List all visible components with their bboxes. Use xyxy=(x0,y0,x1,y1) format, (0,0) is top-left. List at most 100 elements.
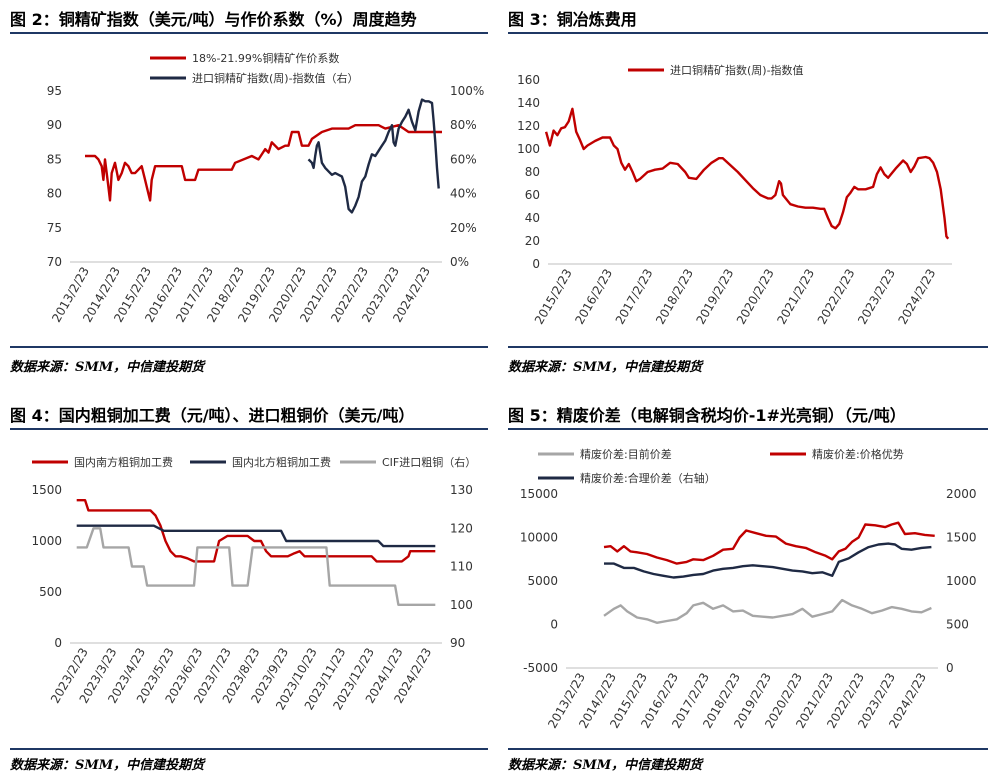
legend-label: 国内南方粗铜加工费 xyxy=(74,455,173,469)
y-tick-label: 75 xyxy=(47,221,62,235)
series-line-1 xyxy=(76,499,436,563)
y-tick-label: -5000 xyxy=(523,661,558,675)
y-tick-label: 0 xyxy=(550,618,558,632)
legend-label: 进口铜精矿指数(周)-指数值（右） xyxy=(192,71,359,85)
chart-2-svg: 0204060801001201401602015/2/232016/2/232… xyxy=(517,63,952,327)
legend-label: 精废价差:目前价差 xyxy=(580,447,672,461)
y2-tick-label: 60% xyxy=(450,152,477,166)
y2-tick-label: 100% xyxy=(450,84,484,98)
x-tick-label: 2017/2/23 xyxy=(613,267,656,327)
legend-item-1: 18%-21.99%铜精矿作价系数 xyxy=(150,51,339,65)
legend-label: 精废价差:价格优势 xyxy=(812,447,904,461)
y-tick-label: 20 xyxy=(525,234,540,248)
series-line-1 xyxy=(544,107,950,240)
legend-item-1: 进口铜精矿指数(周)-指数值 xyxy=(628,63,804,77)
series-line-2 xyxy=(76,524,436,548)
legend-item-1: 国内南方粗铜加工费 xyxy=(32,455,173,469)
chart-4-title: 图 5：精废价差（电解铜含税均价-1#光亮铜）（元/吨） xyxy=(508,406,906,425)
y-tick-label: 500 xyxy=(39,585,62,599)
y2-tick-label: 80% xyxy=(450,118,477,132)
y-tick-label: 80 xyxy=(47,187,62,201)
chart-3-svg: 050010001500901001101201302023/2/232023/… xyxy=(31,455,476,712)
legend-item-2: 精废价差:价格优势 xyxy=(770,447,904,461)
x-tick-label: 2015/2/23 xyxy=(532,267,575,327)
y2-tick-label: 20% xyxy=(450,221,477,235)
series-line-1 xyxy=(603,598,932,624)
source-rule xyxy=(508,748,988,750)
chart-2-title: 图 3：铜冶炼费用 xyxy=(508,10,637,29)
source-rule xyxy=(508,346,988,348)
chart-3-title: 图 4：国内粗铜加工费（元/吨）、进口粗铜价（美元/吨） xyxy=(10,406,415,425)
legend-label: CIF进口粗铜（右） xyxy=(382,455,476,469)
chart-2-source: 数据来源：SMM，中信建投期货 xyxy=(508,360,703,375)
y-tick-label: 95 xyxy=(47,84,62,98)
y-tick-label: 90 xyxy=(47,118,62,132)
series-line-2 xyxy=(307,98,440,214)
y-tick-label: 120 xyxy=(517,119,540,133)
chart-3-source: 数据来源：SMM，中信建投期货 xyxy=(10,758,205,773)
y2-tick-label: 2000 xyxy=(946,487,977,501)
y-tick-label: 140 xyxy=(517,96,540,110)
y-tick-label: 60 xyxy=(525,188,540,202)
chart-1-title: 图 2：铜精矿指数（美元/吨）与作价系数（%）周度趋势 xyxy=(10,10,417,29)
x-tick-label: 2022/2/23 xyxy=(815,267,858,327)
y-tick-label: 1000 xyxy=(31,534,62,548)
y-tick-label: 100 xyxy=(517,142,540,156)
y-tick-label: 40 xyxy=(525,211,540,225)
chart-panel-3: 图 4：国内粗铜加工费（元/吨）、进口粗铜价（美元/吨） 0 500 1000 150… xyxy=(10,392,488,780)
chart-panel-1: 图 2：铜精矿指数（美元/吨）与作价系数（%）周度趋势 70 75 80 85 90 95… xyxy=(10,0,488,380)
x-tick-label: 2023/2/23 xyxy=(855,267,898,327)
chart-panel-2: 图 3：铜冶炼费用 0 20 40 60 80 100 120 140 160 2015/2/23… xyxy=(508,0,988,380)
chart-4-source: 数据来源：SMM，中信建投期货 xyxy=(508,758,703,773)
legend-item-2: 国内北方粗铜加工费 xyxy=(190,455,331,469)
x-tick-label: 2021/2/23 xyxy=(774,267,817,327)
y2-tick-label: 100 xyxy=(450,598,473,612)
y-tick-label: 5000 xyxy=(527,574,558,588)
y2-tick-label: 0% xyxy=(450,255,469,269)
y2-tick-label: 110 xyxy=(450,560,473,574)
x-tick-label: 2020/2/23 xyxy=(734,267,777,327)
legend-label: 国内北方粗铜加工费 xyxy=(232,455,331,469)
legend-item-2: 进口铜精矿指数(周)-指数值（右） xyxy=(150,71,359,85)
y-tick-label: 10000 xyxy=(520,531,558,545)
series-line-1 xyxy=(85,124,442,202)
x-tick-label: 2024/2/23 xyxy=(896,267,939,327)
x-tick-label: 2019/2/23 xyxy=(694,267,737,327)
y2-tick-label: 1000 xyxy=(946,574,977,588)
title-rule xyxy=(10,428,488,430)
legend-label: 进口铜精矿指数(周)-指数值 xyxy=(670,63,804,77)
y-tick-label: 80 xyxy=(525,165,540,179)
y2-tick-label: 120 xyxy=(450,521,473,535)
legend-item-3: CIF进口粗铜（右） xyxy=(340,455,476,469)
x-tick-label: 2016/2/23 xyxy=(572,267,615,327)
y2-tick-label: 1500 xyxy=(946,531,977,545)
title-rule xyxy=(508,32,988,34)
source-rule xyxy=(10,748,488,750)
y-tick-label: 15000 xyxy=(520,487,558,501)
y-tick-label: 1500 xyxy=(31,483,62,497)
legend-label: 18%-21.99%铜精矿作价系数 xyxy=(192,51,339,65)
y-tick-label: 70 xyxy=(47,255,62,269)
legend-item-3: 精废价差:合理价差（右轴） xyxy=(538,471,716,485)
chart-4-svg: -500005000100001500005001000150020002013… xyxy=(520,447,977,731)
y-tick-label: 0 xyxy=(54,636,62,650)
y-tick-label: 0 xyxy=(532,257,540,271)
series-line-2 xyxy=(603,521,935,565)
chart-panel-4: 图 5：精废价差（电解铜含税均价-1#光亮铜）（元/吨） -5000 0 5000 1… xyxy=(508,392,988,780)
x-tick-label: 2018/2/23 xyxy=(653,267,696,327)
chart-1-svg: 7075808590950%20%40%60%80%100%2013/2/232… xyxy=(47,51,485,325)
source-rule xyxy=(10,346,488,348)
y2-tick-label: 130 xyxy=(450,483,473,497)
title-rule xyxy=(508,428,988,430)
legend-label: 精废价差:合理价差（右轴） xyxy=(580,471,716,485)
title-rule xyxy=(10,32,488,34)
series-line-3 xyxy=(604,542,932,579)
y2-tick-label: 90 xyxy=(450,636,465,650)
y2-tick-label: 0 xyxy=(946,661,954,675)
y2-tick-label: 40% xyxy=(450,187,477,201)
y2-tick-label: 500 xyxy=(946,618,969,632)
legend-item-1: 精废价差:目前价差 xyxy=(538,447,672,461)
chart-1-source: 数据来源：SMM，中信建投期货 xyxy=(10,360,205,375)
y-tick-label: 160 xyxy=(517,73,540,87)
y-tick-label: 85 xyxy=(47,152,62,166)
